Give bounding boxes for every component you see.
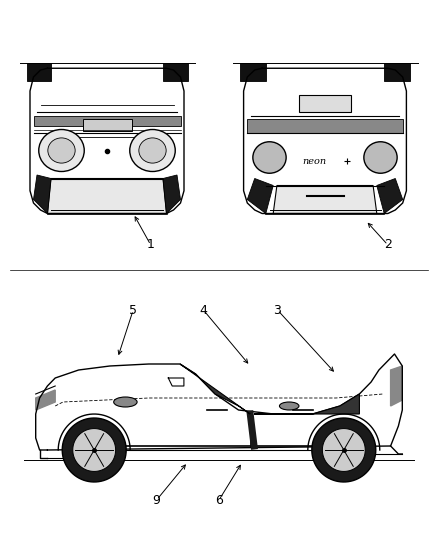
Polygon shape bbox=[47, 179, 166, 214]
Bar bbox=[163, 63, 187, 80]
Polygon shape bbox=[322, 429, 365, 471]
Ellipse shape bbox=[279, 402, 299, 410]
Ellipse shape bbox=[364, 142, 397, 173]
Polygon shape bbox=[180, 364, 250, 414]
Text: neon: neon bbox=[302, 157, 326, 166]
Ellipse shape bbox=[253, 142, 286, 173]
Text: 5: 5 bbox=[129, 303, 137, 317]
Polygon shape bbox=[391, 366, 402, 406]
Bar bbox=[240, 63, 266, 80]
Bar bbox=[299, 94, 351, 112]
Polygon shape bbox=[247, 179, 273, 214]
Bar bbox=[27, 63, 51, 80]
Text: 9: 9 bbox=[153, 494, 161, 506]
Text: 3: 3 bbox=[274, 303, 282, 317]
Text: 6: 6 bbox=[215, 494, 223, 506]
Polygon shape bbox=[33, 175, 51, 214]
Polygon shape bbox=[273, 185, 377, 214]
Polygon shape bbox=[377, 179, 403, 214]
Text: 1: 1 bbox=[147, 238, 155, 252]
Bar bbox=[384, 63, 410, 80]
Polygon shape bbox=[73, 429, 116, 471]
Polygon shape bbox=[163, 175, 180, 214]
Polygon shape bbox=[254, 394, 360, 414]
Bar bbox=[82, 119, 131, 131]
Text: 2: 2 bbox=[384, 238, 392, 252]
Ellipse shape bbox=[139, 138, 166, 163]
Ellipse shape bbox=[48, 138, 75, 163]
Polygon shape bbox=[312, 418, 376, 482]
Polygon shape bbox=[33, 116, 180, 126]
Polygon shape bbox=[247, 119, 403, 133]
Text: 4: 4 bbox=[199, 303, 207, 317]
Ellipse shape bbox=[39, 130, 84, 172]
Ellipse shape bbox=[130, 130, 175, 172]
Ellipse shape bbox=[114, 397, 137, 407]
Polygon shape bbox=[62, 418, 126, 482]
Polygon shape bbox=[36, 390, 55, 410]
